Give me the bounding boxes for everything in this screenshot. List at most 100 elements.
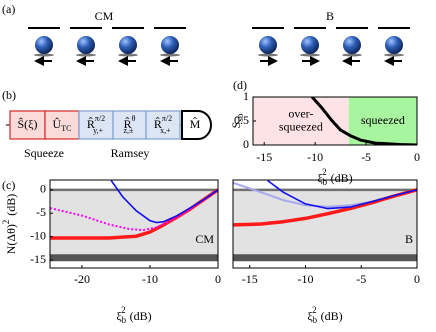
panel-label: (c) [2, 178, 15, 192]
y-tick-label: 1 [243, 89, 249, 103]
group-label: CM [95, 9, 114, 23]
x-tick-label: -15 [256, 150, 272, 164]
shadow [34, 53, 54, 57]
x-tick-label: -5 [361, 150, 371, 164]
y-tick-label: -10 [30, 228, 46, 242]
annotation: CM [195, 232, 214, 246]
y-axis-label-sub: sb [235, 113, 245, 122]
x-axis-label-base: ξ [317, 171, 323, 185]
x-axis-label-sup: 2 [121, 305, 126, 315]
x-axis-label-unit: (dB) [130, 309, 152, 323]
x-axis-label: ξb2 (dB) [307, 305, 342, 325]
region-label: over- [288, 106, 313, 120]
x-axis-label-sub: b [313, 315, 318, 325]
y-axis-label: Ssb [229, 113, 245, 128]
x-tick-label: 0 [215, 272, 221, 286]
x-axis-label-unit: (dB) [321, 309, 343, 323]
y-axis-label-base: N(Δθ) [4, 224, 18, 254]
gate-label: Ŝ(ξ) [17, 117, 37, 131]
gate-box [9, 110, 46, 140]
gate-label: ÛTC [53, 117, 72, 133]
measure-box [181, 110, 212, 140]
gate-box [44, 110, 80, 140]
x-tick-label: -15 [242, 272, 258, 286]
panel-label: (a) [2, 2, 15, 16]
panel-label: (b) [2, 88, 16, 102]
shadow [258, 53, 278, 57]
x-tick-label: 0 [414, 272, 420, 286]
series-line [50, 188, 218, 232]
gate-label: R̂π/2 x,+ [154, 114, 172, 135]
x-tick-label: -5 [356, 272, 366, 286]
x-axis-label-base: ξ [116, 309, 122, 323]
gate-op: Û [53, 117, 62, 131]
gate-op: R̂ [124, 116, 132, 130]
y-axis-label-base: S [229, 122, 243, 129]
plot-area [50, 180, 218, 262]
gate-sub: y,+ [93, 126, 103, 135]
x-tick-label: -10 [307, 150, 323, 164]
gate-op: R̂ [154, 116, 162, 130]
x-tick-label: -20 [74, 272, 90, 286]
gate-sup: θ [132, 114, 136, 123]
ion [119, 36, 137, 54]
stage-label: Ramsey [111, 146, 150, 160]
axes-frame [232, 179, 418, 269]
annotation: B [405, 232, 413, 246]
ion [343, 36, 361, 54]
gate-sub: z,± [124, 126, 135, 135]
x-tick-label: 0 [414, 150, 420, 164]
x-axis-label-sup: 2 [322, 167, 327, 177]
x-tick-label: -10 [142, 272, 158, 286]
x-axis-label-unit: (dB) [331, 171, 353, 185]
plot-area [253, 97, 417, 145]
x-axis-label-sub: b [122, 315, 127, 325]
shadow [76, 53, 96, 57]
gate-box [145, 110, 181, 140]
group-label: B [326, 9, 334, 23]
shadow [118, 53, 138, 57]
gate-op: Ŝ(ξ) [17, 117, 37, 131]
ion [301, 36, 319, 54]
ion [35, 36, 53, 54]
y-axis-label-unit: (dB) [4, 194, 18, 216]
shadow [384, 53, 404, 57]
measure-label: M̂ [190, 116, 201, 130]
axes-frame [49, 179, 219, 269]
ion [259, 36, 277, 54]
gate-sub: TC [61, 124, 71, 133]
y-axis-label: N(Δθ)2 (dB) [1, 194, 18, 255]
gate-box [112, 110, 147, 140]
x-axis-label-sub: b [323, 177, 328, 187]
series-line [267, 180, 417, 210]
band [50, 189, 218, 258]
shadow [342, 53, 362, 57]
gate-sup: π/2 [162, 114, 172, 123]
gate-sub: x,+ [160, 126, 171, 135]
gate-label: R̂θ z,± [124, 114, 136, 135]
series-line [110, 180, 218, 224]
x-axis-label: ξb2 (dB) [116, 305, 151, 325]
plot-area [233, 180, 417, 262]
series-line [310, 97, 417, 145]
y-tick-label: 0 [243, 137, 249, 151]
gate-label: R̂π/2 y,+ [87, 114, 105, 135]
region [348, 97, 417, 145]
shadow [160, 53, 180, 57]
shadow [300, 53, 320, 57]
gate-sup: π/2 [95, 114, 105, 123]
x-axis-label: ξb2 (dB) [317, 167, 352, 187]
ion [77, 36, 95, 54]
region-label: squeezed [279, 119, 323, 133]
ion [161, 36, 179, 54]
panel-label: (d) [233, 78, 247, 92]
ion [385, 36, 403, 54]
gate-op: R̂ [87, 116, 95, 130]
y-tick-label: 0 [40, 182, 46, 196]
y-tick-label: -5 [36, 205, 46, 219]
x-tick-label: -10 [297, 272, 313, 286]
stage-label: Squeeze [24, 146, 64, 160]
x-axis-label-base: ξ [307, 309, 313, 323]
x-axis-label-sup: 2 [312, 305, 317, 315]
